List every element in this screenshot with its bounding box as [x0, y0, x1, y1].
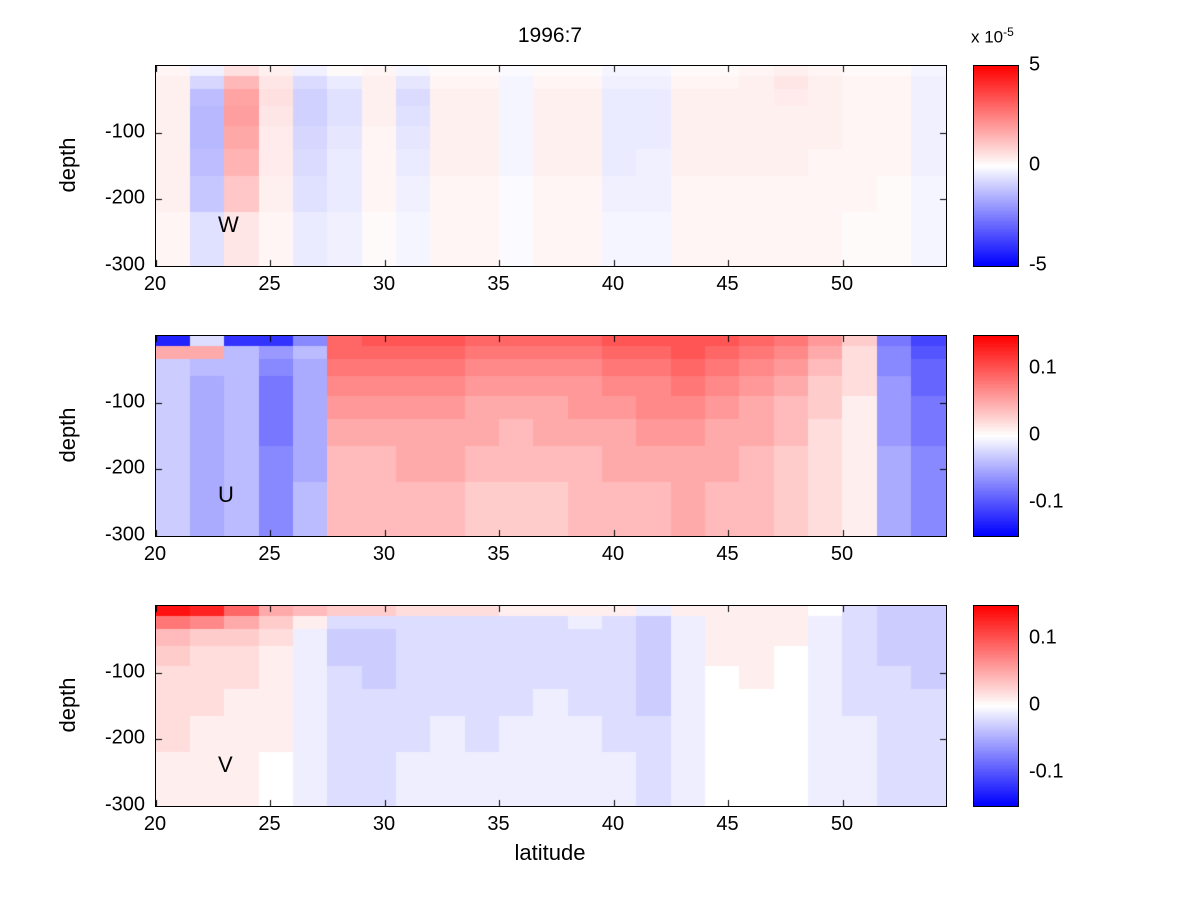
- heatmap-canvas-u: [156, 336, 946, 536]
- colorbar-v: [973, 605, 1019, 807]
- x-tick-label: 50: [830, 543, 854, 565]
- figure-title: 1996:7: [517, 24, 583, 47]
- y-tick-label: -200: [104, 186, 145, 209]
- colorbar-canvas-w: [973, 65, 1019, 267]
- y-tick-label: -200: [104, 456, 145, 479]
- x-tick-label: 35: [487, 813, 510, 835]
- colorbar-tick-label: -0.1: [1029, 490, 1064, 513]
- x-tick-label: 25: [258, 543, 281, 565]
- colorbar-tick-label: 0.1: [1029, 356, 1057, 379]
- x-tick-label: 30: [372, 273, 396, 295]
- x-tick-label: 50: [830, 273, 854, 295]
- x-tick-label: 45: [716, 273, 739, 295]
- colorbar-canvas-u: [973, 335, 1019, 537]
- y-tick-label: -200: [104, 726, 145, 749]
- x-tick-label: 25: [258, 813, 281, 835]
- colorbar-u: [973, 335, 1019, 537]
- colorbar-tick-label: 0: [1029, 423, 1041, 446]
- x-tick-label: 40: [601, 543, 625, 565]
- x-tick-label: 20: [143, 543, 167, 565]
- x-tick-label: 45: [716, 543, 739, 565]
- y-tick-label: -300: [104, 793, 145, 816]
- panel-letter-u: U: [218, 482, 234, 507]
- colorbar-exponent: x 10-5: [971, 25, 1014, 47]
- y-tick-label: -100: [104, 390, 145, 413]
- colorbar-tick-label: -5: [1029, 253, 1047, 276]
- y-axis-label-w: depth: [55, 137, 80, 193]
- heatmap-panel-w: W: [155, 65, 947, 267]
- colorbar-tick-label: 0: [1029, 693, 1041, 716]
- x-axis-label: latitude: [514, 840, 586, 865]
- x-tick-label: 25: [258, 273, 281, 295]
- colorbar-w: [973, 65, 1019, 267]
- colorbar-canvas-v: [973, 605, 1019, 807]
- x-tick-label: 30: [372, 543, 396, 565]
- y-tick-label: -300: [104, 523, 145, 546]
- y-tick-label: -100: [104, 120, 145, 143]
- x-tick-label: 20: [143, 273, 167, 295]
- x-tick-label: 35: [487, 543, 510, 565]
- x-tick-label: 40: [601, 273, 625, 295]
- x-tick-label: 20: [143, 813, 167, 835]
- colorbar-tick-label: -0.1: [1029, 760, 1064, 783]
- x-tick-label: 45: [716, 813, 739, 835]
- x-tick-label: 35: [487, 273, 510, 295]
- heatmap-panel-v: V: [155, 605, 947, 807]
- colorbar-tick-label: 0: [1029, 153, 1041, 176]
- x-tick-label: 50: [830, 813, 854, 835]
- colorbar-tick-label: 0.1: [1029, 626, 1057, 649]
- heatmap-canvas-w: [156, 66, 946, 266]
- x-tick-label: 30: [372, 813, 396, 835]
- heatmap-panel-u: U: [155, 335, 947, 537]
- y-tick-label: -100: [104, 660, 145, 683]
- panel-letter-w: W: [218, 212, 239, 237]
- panel-letter-v: V: [218, 752, 233, 777]
- colorbar-tick-label: 5: [1029, 53, 1041, 76]
- y-axis-label-v: depth: [55, 677, 80, 733]
- y-tick-label: -300: [104, 253, 145, 276]
- y-axis-label-u: depth: [55, 407, 80, 463]
- x-tick-label: 40: [601, 813, 625, 835]
- heatmap-canvas-v: [156, 606, 946, 806]
